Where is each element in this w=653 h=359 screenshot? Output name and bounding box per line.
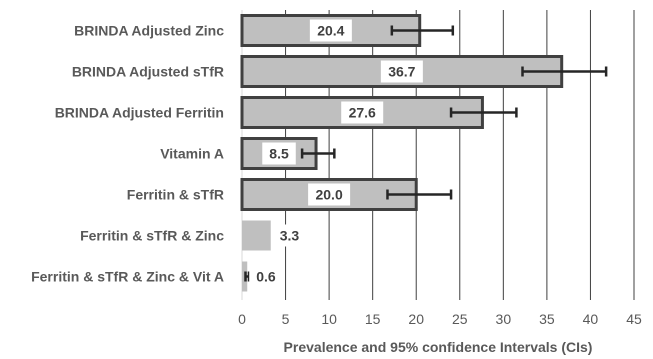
bar — [242, 220, 271, 251]
category-label: BRINDA Adjusted Zinc — [74, 23, 224, 39]
x-tick-label: 20 — [408, 311, 424, 327]
x-tick-label: 5 — [282, 311, 290, 327]
value-label-box — [309, 19, 352, 42]
x-tick-label: 15 — [365, 311, 381, 327]
x-tick-label: 35 — [539, 311, 555, 327]
value-label: 3.3 — [280, 228, 300, 244]
value-label-box — [262, 142, 296, 165]
x-axis-title: Prevalence and 95% confidence Intervals … — [284, 339, 593, 355]
category-label: Ferritin & sTfR & Zinc & Vit A — [31, 269, 224, 285]
value-label: 20.4 — [317, 23, 344, 39]
x-tick-label: 45 — [626, 311, 642, 327]
category-label: Ferritin & sTfR — [127, 187, 224, 203]
value-label-box — [308, 183, 351, 206]
value-labels: 20.4 36.7 27.6 8.5 20.0 3.3 0.6 — [249, 19, 423, 288]
value-label-box — [272, 224, 307, 247]
x-tick-label: 0 — [238, 311, 246, 327]
x-tick-label: 40 — [583, 311, 599, 327]
value-label-box — [341, 101, 384, 124]
value-label: 0.6 — [256, 269, 276, 285]
category-label: Ferritin & sTfR & Zinc — [80, 228, 224, 244]
value-label: 27.6 — [349, 105, 376, 121]
x-tick-label: 10 — [321, 311, 337, 327]
value-label-box — [380, 60, 423, 83]
value-label: 8.5 — [269, 146, 289, 162]
category-labels: BRINDA Adjusted Zinc BRINDA Adjusted sTfR… — [31, 23, 224, 285]
x-tick-label: 30 — [496, 311, 512, 327]
category-label: BRINDA Adjusted Ferritin — [55, 105, 224, 121]
value-label: 20.0 — [315, 187, 342, 203]
x-tick-labels: 0 5 10 15 20 25 30 35 40 45 — [238, 311, 642, 327]
category-label: Vitamin A — [160, 146, 224, 162]
value-label: 36.7 — [388, 64, 415, 80]
category-label: BRINDA Adjusted sTfR — [72, 64, 224, 80]
x-tick-label: 25 — [452, 311, 468, 327]
value-label-box — [249, 265, 283, 288]
